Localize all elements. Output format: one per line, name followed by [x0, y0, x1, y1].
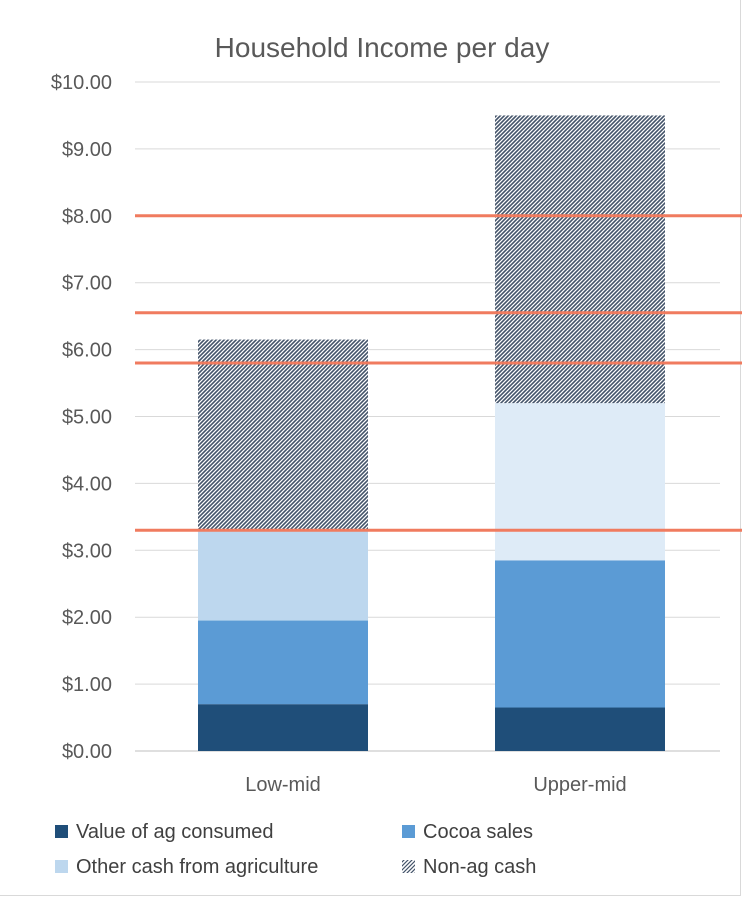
y-tick-label: $3.00 [62, 540, 112, 562]
legend-label: Value of ag consumed [76, 821, 274, 843]
y-tick-label: $2.00 [62, 607, 112, 629]
bar-segment [198, 620, 368, 705]
y-tick-label: $5.00 [62, 407, 112, 429]
legend-label: Other cash from agriculture [76, 856, 318, 878]
bar-segment [495, 115, 665, 404]
y-tick-label: $10.00 [51, 72, 112, 94]
bar-segment [198, 704, 368, 751]
legend: Value of ag consumed Cocoa sales Other cas… [55, 821, 536, 878]
x-tick-label: Upper-mid [533, 774, 626, 796]
legend-label: Cocoa sales [423, 821, 533, 843]
bar-segment [495, 707, 665, 751]
y-tick-label: $7.00 [62, 273, 112, 295]
bar-segment [495, 560, 665, 708]
bar-segment [198, 339, 368, 531]
y-tick-label: $1.00 [62, 674, 112, 696]
legend-swatch [402, 825, 415, 838]
legend-label: Non-ag cash [423, 856, 536, 878]
x-axis-labels: Low-mid Upper-mid [245, 774, 626, 796]
y-tick-label: $4.00 [62, 473, 112, 495]
x-tick-label: Low-mid [245, 774, 321, 796]
y-tick-label: $9.00 [62, 139, 112, 161]
chart-title: Household Income per day [215, 32, 550, 63]
bars [198, 115, 665, 751]
reference-lines [135, 214, 742, 532]
y-tick-label: $6.00 [62, 340, 112, 362]
y-tick-label: $8.00 [62, 206, 112, 228]
bar-segment [495, 403, 665, 561]
legend-swatch [55, 825, 68, 838]
legend-swatch [55, 860, 68, 873]
legend-swatch [402, 860, 415, 873]
bar-segment [198, 530, 368, 621]
y-axis-ticks: $0.00 $1.00 $2.00 $3.00 $4.00 $5.00 $6.00 $7.00… [51, 72, 112, 763]
y-tick-label: $0.00 [62, 741, 112, 763]
